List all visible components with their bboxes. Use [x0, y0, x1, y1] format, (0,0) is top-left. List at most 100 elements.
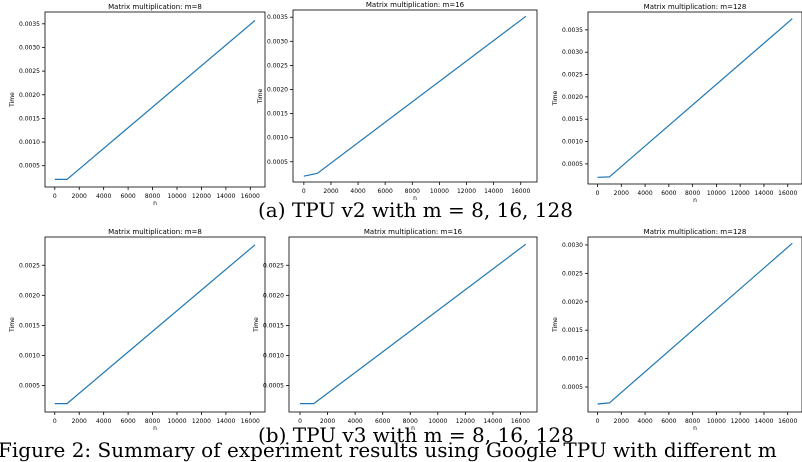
y-axis-label: Time — [253, 317, 260, 333]
y-tick-label: 0.0035 — [19, 21, 40, 28]
x-tick-label: 8000 — [405, 188, 420, 195]
y-tick-label: 0.0005 — [19, 163, 40, 170]
x-tick-label: 16000 — [778, 190, 797, 197]
series-line — [54, 244, 256, 405]
y-tick-label: 0.0005 — [562, 161, 583, 168]
y-tick-label: 0.0010 — [19, 352, 40, 359]
plot-frame — [288, 236, 538, 413]
y-tick-label: 0.0025 — [19, 68, 40, 75]
x-tick-label: 8000 — [685, 418, 700, 425]
x-tick-label: 6000 — [661, 418, 676, 425]
x-tick-label: 12000 — [731, 190, 750, 197]
y-tick-label: 0.0020 — [562, 94, 583, 101]
chart-title: Matrix multiplication: m=128 — [644, 228, 747, 236]
x-tick-label: 0 — [596, 190, 600, 197]
y-axis-label: Time — [257, 88, 264, 104]
x-tick-label: 2000 — [323, 188, 338, 195]
plot-frame — [44, 11, 266, 188]
y-tick-label: 0.0035 — [267, 14, 288, 21]
x-tick-label: 4000 — [350, 188, 365, 195]
y-tick-label: 0.0030 — [562, 49, 583, 56]
x-tick-label: 16000 — [511, 418, 530, 425]
x-tick-label: 4000 — [347, 418, 362, 425]
y-tick-label: 0.0015 — [562, 116, 583, 123]
x-tick-label: 12000 — [731, 418, 750, 425]
x-tick-label: 14000 — [483, 418, 502, 425]
x-tick-label: 6000 — [120, 193, 135, 200]
x-tick-label: 6000 — [120, 418, 135, 425]
caption-a: (a) TPU v2 with m = 8, 16, 128 — [258, 198, 573, 222]
x-tick-label: 2000 — [614, 190, 629, 197]
y-axis-label: Time — [9, 317, 16, 333]
y-tick-label: 0.0015 — [267, 111, 288, 118]
caption-b: (b) TPU v3 with m = 8, 16, 128 — [258, 423, 574, 447]
x-tick-label: 6000 — [375, 418, 390, 425]
x-tick-label: 0 — [302, 188, 306, 195]
chart-panel-2: 0 2000 4000 6000 8000 10000 12000 14000 16000 0.0… — [257, 1, 538, 202]
chart-title: Matrix multiplication: m=8 — [108, 228, 202, 236]
y-tick-label: 0.0010 — [267, 135, 288, 142]
x-axis-label: n — [153, 200, 157, 207]
y-tick-label: 0.0025 — [562, 72, 583, 79]
x-tick-label: 8000 — [145, 418, 160, 425]
x-tick-label: 12000 — [456, 418, 475, 425]
x-tick-label: 14000 — [216, 418, 235, 425]
x-tick-label: 14000 — [216, 193, 235, 200]
x-tick-label: 4000 — [96, 193, 111, 200]
y-tick-label: 0.0015 — [562, 327, 583, 334]
x-tick-label: 8000 — [685, 190, 700, 197]
y-tick-label: 0.0020 — [19, 92, 40, 99]
chart-title: Matrix multiplication: m=16 — [364, 228, 463, 236]
x-tick-label: 16000 — [241, 418, 260, 425]
y-tick-label: 0.0010 — [263, 352, 284, 359]
y-tick-label: 0.0015 — [263, 322, 284, 329]
x-axis-label: n — [693, 197, 697, 204]
x-tick-label: 4000 — [637, 190, 652, 197]
x-tick-label: 0 — [596, 418, 600, 425]
y-axis-label: Time — [552, 90, 559, 106]
y-tick-label: 0.0030 — [267, 38, 288, 45]
chart-title: Matrix multiplication: m=8 — [108, 3, 202, 11]
x-tick-label: 10000 — [428, 418, 447, 425]
chart-panel-1: 0 2000 4000 6000 8000 10000 12000 14000 16000 0.0… — [9, 3, 266, 207]
y-tick-label: 0.0015 — [19, 115, 40, 122]
chart-panel-6: 0 2000 4000 6000 8000 10000 12000 14000 16000 0.0… — [552, 228, 802, 432]
x-tick-label: 2000 — [72, 193, 87, 200]
y-tick-label: 0.0020 — [562, 299, 583, 306]
figure-caption: Figure 2: Summary of experiment results … — [0, 438, 777, 462]
x-tick-label: 16000 — [778, 418, 797, 425]
x-tick-label: 16000 — [511, 188, 530, 195]
x-tick-label: 14000 — [484, 188, 503, 195]
x-tick-label: 8000 — [403, 418, 418, 425]
y-tick-label: 0.0010 — [19, 139, 40, 146]
x-axis-label: n — [693, 425, 697, 432]
y-tick-label: 0.0025 — [267, 62, 288, 69]
x-tick-label: 0 — [298, 418, 302, 425]
x-tick-label: 12000 — [192, 418, 211, 425]
x-tick-label: 0 — [53, 418, 57, 425]
y-tick-label: 0.0030 — [19, 44, 40, 51]
x-tick-label: 16000 — [241, 193, 260, 200]
plot-frame — [292, 9, 538, 183]
plot-frame — [587, 236, 802, 413]
x-tick-label: 0 — [53, 193, 57, 200]
y-tick-label: 0.0005 — [263, 383, 284, 390]
y-tick-label: 0.0010 — [562, 139, 583, 146]
plot-frame — [44, 236, 266, 413]
x-tick-label: 6000 — [661, 190, 676, 197]
x-tick-label: 14000 — [754, 418, 773, 425]
x-tick-label: 8000 — [145, 193, 160, 200]
series-line — [303, 15, 527, 177]
x-axis-label: n — [153, 425, 157, 432]
x-tick-label: 2000 — [72, 418, 87, 425]
plot-frame — [587, 11, 802, 185]
y-tick-label: 0.0025 — [263, 262, 284, 269]
x-tick-label: 6000 — [378, 188, 393, 195]
chart-title: Matrix multiplication: m=16 — [366, 1, 465, 9]
x-tick-label: 10000 — [707, 190, 726, 197]
y-tick-label: 0.0025 — [19, 262, 40, 269]
series-line — [300, 243, 527, 405]
x-tick-label: 4000 — [96, 418, 111, 425]
series-line — [54, 20, 256, 180]
